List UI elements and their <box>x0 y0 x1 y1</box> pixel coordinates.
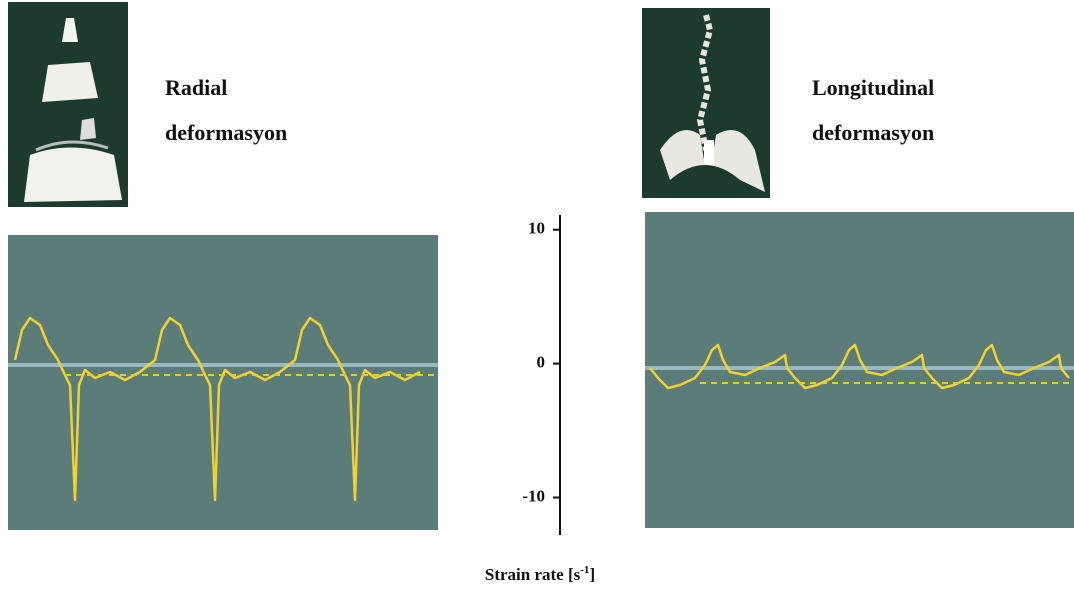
radial-trace-panel <box>8 235 438 530</box>
figure: Radial deformasyon Longitudinal deformas… <box>0 0 1074 590</box>
right-title: deformasyon <box>812 120 934 145</box>
y-tick-label: 0 <box>537 353 546 372</box>
y-tick-label: -10 <box>522 486 545 505</box>
left-title: Radial <box>165 75 227 100</box>
axis-ticks: 10 0 -10 <box>522 219 560 506</box>
y-tick-label: 10 <box>528 219 545 238</box>
left-title: deformasyon <box>165 120 287 145</box>
axis-label: Strain rate [s-1] <box>485 564 595 584</box>
radial-echo-image <box>8 2 128 207</box>
right-title: Longitudinal <box>812 75 934 100</box>
longitudinal-echo-image <box>642 8 770 198</box>
